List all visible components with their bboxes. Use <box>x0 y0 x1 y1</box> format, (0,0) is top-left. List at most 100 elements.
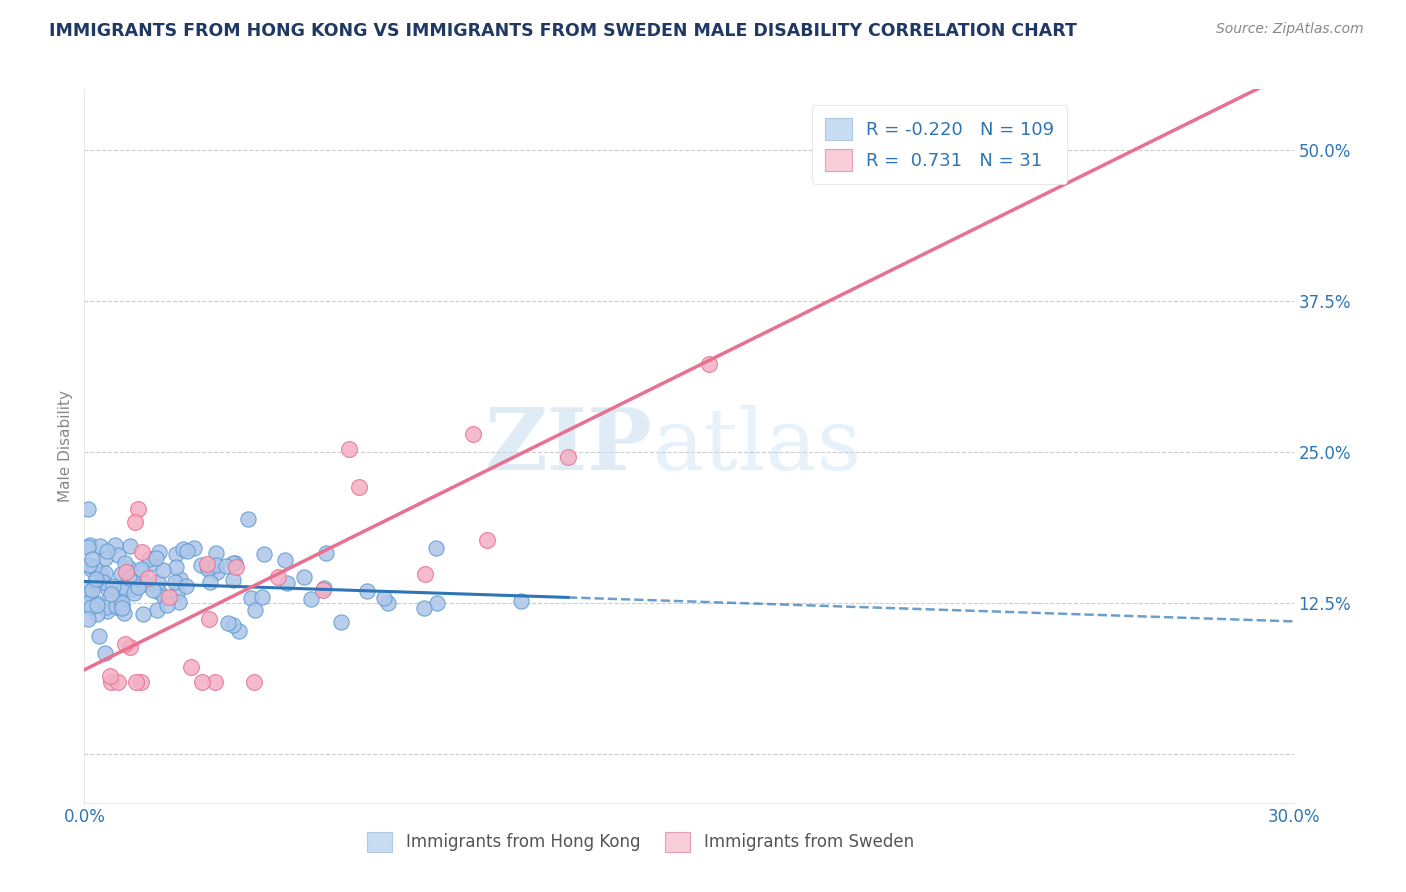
Point <box>97 582 120 597</box>
Point <box>204 674 226 689</box>
Point <box>82 583 104 598</box>
Point <box>236 512 259 526</box>
Point <box>100 674 122 689</box>
Point <box>373 591 395 606</box>
Point <box>118 571 141 585</box>
Point <box>148 574 170 589</box>
Point <box>205 566 228 580</box>
Point <box>276 576 298 591</box>
Point <box>89 539 111 553</box>
Point <box>110 586 132 600</box>
Point <box>77 501 100 516</box>
Point <box>80 600 103 615</box>
Point <box>111 596 134 610</box>
Point <box>94 566 117 580</box>
Point <box>103 579 125 593</box>
Point <box>83 574 105 589</box>
Point <box>315 546 337 560</box>
Point <box>80 562 103 576</box>
Point <box>190 558 212 572</box>
Point <box>225 559 247 574</box>
Point <box>198 612 221 626</box>
Point <box>135 577 157 591</box>
Point <box>339 442 361 456</box>
Point <box>250 590 273 604</box>
Point <box>77 582 100 596</box>
Point <box>197 560 219 574</box>
Text: ZIP: ZIP <box>485 404 652 488</box>
Point <box>165 560 187 574</box>
Point <box>156 598 179 612</box>
Point <box>77 612 100 626</box>
Point <box>90 568 112 582</box>
Point <box>108 600 131 615</box>
Point <box>314 581 336 595</box>
Text: atlas: atlas <box>652 404 862 488</box>
Point <box>169 572 191 586</box>
Point <box>112 606 135 620</box>
Point <box>475 533 498 547</box>
Point <box>90 566 112 581</box>
Point <box>205 546 228 560</box>
Point <box>115 565 138 579</box>
Point <box>197 562 219 576</box>
Point <box>218 615 240 630</box>
Point <box>77 540 100 554</box>
Point <box>110 566 132 581</box>
Point <box>356 583 378 598</box>
Point <box>131 545 153 559</box>
Point <box>243 603 266 617</box>
Point <box>114 556 136 570</box>
Point <box>77 558 100 573</box>
Point <box>413 601 436 615</box>
Point <box>103 538 125 552</box>
Point <box>166 586 188 600</box>
Point <box>172 542 194 557</box>
Point <box>274 553 297 567</box>
Point <box>200 574 222 589</box>
Point <box>84 572 107 586</box>
Point <box>132 607 155 621</box>
Point <box>152 563 174 577</box>
Point <box>215 559 238 574</box>
Point <box>299 591 322 606</box>
Point <box>697 358 720 372</box>
Point <box>347 480 370 494</box>
Point <box>122 586 145 600</box>
Point <box>557 450 579 465</box>
Point <box>91 574 114 589</box>
Point <box>165 547 187 561</box>
Point <box>82 552 104 566</box>
Point <box>267 570 290 584</box>
Point <box>163 574 186 589</box>
Point <box>195 557 218 571</box>
Point <box>129 562 152 576</box>
Point <box>510 594 533 608</box>
Point <box>330 615 353 630</box>
Point <box>83 560 105 574</box>
Point <box>94 550 117 565</box>
Point <box>461 427 484 442</box>
Point <box>118 640 141 655</box>
Point <box>121 582 143 596</box>
Point <box>205 558 228 573</box>
Point <box>228 624 250 639</box>
Point <box>176 579 198 593</box>
Point <box>100 587 122 601</box>
Point <box>131 674 153 689</box>
Point <box>124 515 146 529</box>
Point <box>107 674 129 689</box>
Point <box>125 674 148 689</box>
Point <box>157 591 180 605</box>
Point <box>153 591 176 605</box>
Point <box>960 143 983 157</box>
Point <box>239 591 262 606</box>
Point <box>86 595 108 609</box>
Point <box>222 617 245 632</box>
Point <box>148 584 170 599</box>
Point <box>167 595 190 609</box>
Point <box>176 544 198 558</box>
Point <box>79 538 101 552</box>
Point <box>96 543 118 558</box>
Point <box>118 561 141 575</box>
